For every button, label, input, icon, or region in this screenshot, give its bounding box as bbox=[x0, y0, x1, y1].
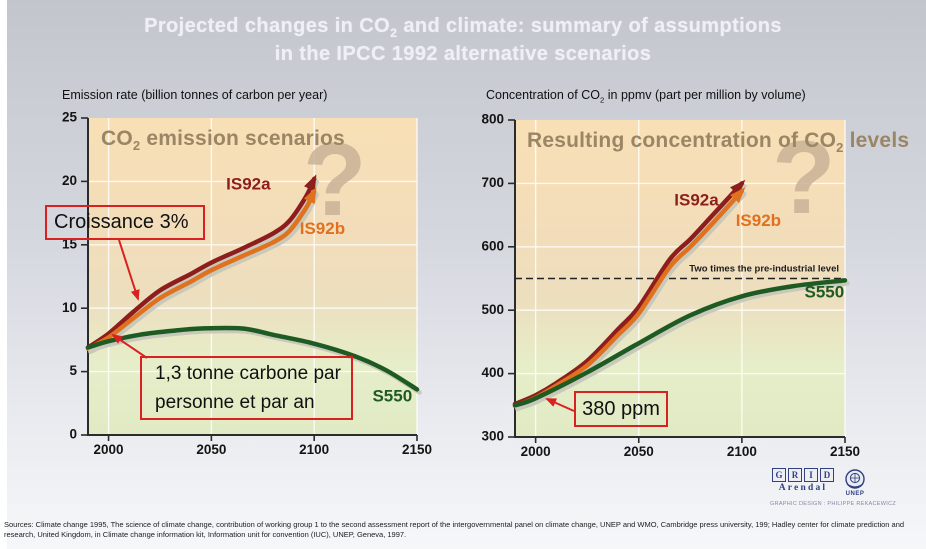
x-tick-label: 2000 bbox=[521, 444, 551, 459]
x-tick-label: 2050 bbox=[196, 442, 226, 457]
left-chart-axis-label: Emission rate (billion tonnes of carbon … bbox=[62, 88, 327, 105]
series-label-IS92b: IS92b bbox=[300, 219, 345, 238]
title-line-2: in the IPCC 1992 alternative scenarios bbox=[274, 43, 652, 65]
sources-text: Sources: Climate change 1995, The scienc… bbox=[4, 520, 905, 539]
grid-logo-letter: R bbox=[788, 468, 802, 482]
unep-emblem-icon bbox=[845, 469, 865, 489]
annotation-growth-3pct: Croissance 3% bbox=[45, 205, 205, 240]
chart-title-text: Resulting concentration of CO bbox=[527, 129, 837, 152]
axis-label-text: Emission rate (billion tonnes of carbon … bbox=[62, 88, 328, 102]
series-label-IS92a: IS92a bbox=[226, 175, 271, 194]
unep-logo-name: UNEP bbox=[845, 491, 865, 497]
series-label-IS92a: IS92a bbox=[674, 191, 719, 210]
x-tick-label: 2150 bbox=[830, 444, 860, 459]
annotation-arrow bbox=[545, 398, 575, 412]
right-chart-axis-label: Concentration of CO2 in ppmv (part per m… bbox=[486, 88, 806, 105]
grid-logo-name: Arendal bbox=[778, 483, 828, 493]
x-tick-label: 2100 bbox=[727, 444, 757, 459]
chart-title-subscript: 2 bbox=[132, 138, 141, 154]
design-credit: GRAPHIC DESIGN : PHILIPPE REKACEWICZ bbox=[770, 501, 897, 507]
y-tick-label: 5 bbox=[69, 363, 77, 378]
reference-line-label: Two times the pre-industrial level bbox=[689, 264, 839, 275]
annotation-arrow bbox=[111, 333, 148, 359]
series-label-S550: S550 bbox=[805, 283, 845, 302]
grid-logo-letter: I bbox=[804, 468, 818, 482]
y-tick-label: 20 bbox=[62, 173, 77, 188]
x-tick-label: 2150 bbox=[402, 442, 432, 457]
chart-title-text: CO bbox=[101, 127, 133, 150]
grid-logo-letter: G bbox=[772, 468, 786, 482]
chart-title-subscript: 2 bbox=[836, 140, 844, 156]
page-title: Projected changes in CO2 and climate: su… bbox=[0, 16, 926, 65]
y-tick-label: 300 bbox=[481, 429, 504, 444]
series-line-IS92a bbox=[85, 174, 317, 350]
chart-title-text: levels bbox=[843, 129, 910, 152]
y-tick-label: 15 bbox=[62, 236, 78, 251]
y-tick-label: 600 bbox=[481, 238, 504, 253]
question-mark: ? bbox=[772, 120, 836, 236]
chart-concentration: ? Two times the pre-industrial level 300 40… bbox=[481, 112, 860, 459]
series-label-S550: S550 bbox=[372, 386, 412, 405]
series-line-S550 bbox=[85, 325, 420, 392]
y-tick-label: 0 bbox=[69, 427, 77, 442]
series-line-IS92b bbox=[85, 187, 317, 352]
annotation-line: personne et par an bbox=[155, 392, 315, 413]
y-tick-label: 800 bbox=[481, 112, 504, 127]
annotation-carbon-per-person: 1,3 tonne carbone par personne et par an bbox=[140, 356, 353, 420]
x-tick-label: 2050 bbox=[624, 444, 654, 459]
grid-logo-letter: D bbox=[820, 468, 834, 482]
annotation-380ppm: 380 ppm bbox=[574, 391, 668, 427]
scan-edge bbox=[0, 0, 7, 549]
left-chart-title: CO2 emission scenarios bbox=[101, 127, 345, 153]
y-tick-label: 500 bbox=[481, 302, 504, 317]
y-tick-label: 10 bbox=[62, 300, 77, 315]
axis-label-text: in ppmv (part per million by volume) bbox=[604, 88, 806, 102]
unep-logo: UNEP bbox=[843, 468, 867, 497]
y-tick-label: 400 bbox=[481, 365, 504, 380]
title-text: and climate: summary of assumptions bbox=[397, 15, 782, 37]
chart-title-text: emission scenarios bbox=[140, 127, 345, 150]
series-shadow-IS92b bbox=[88, 192, 319, 355]
series-line-S550 bbox=[512, 278, 848, 408]
right-chart-title: Resulting concentration of CO2 levels bbox=[527, 129, 909, 155]
title-subscript: 2 bbox=[390, 26, 398, 40]
plot-area bbox=[88, 118, 417, 435]
axis-label-text: Concentration of CO bbox=[486, 88, 600, 102]
annotation-arrows bbox=[111, 239, 575, 412]
series-label-IS92b: IS92b bbox=[736, 211, 781, 230]
series-shadow-S550 bbox=[515, 281, 850, 411]
x-tick-label: 2000 bbox=[94, 442, 124, 457]
title-line-1: Projected changes in CO2 and climate: su… bbox=[0, 16, 926, 44]
annotation-arrow bbox=[118, 239, 140, 301]
x-tick-label: 2100 bbox=[299, 442, 329, 457]
y-tick-label: 25 bbox=[62, 110, 78, 125]
y-tick-label: 700 bbox=[481, 175, 504, 190]
axis-label-subscript: 2 bbox=[599, 95, 605, 105]
title-text: Projected changes in CO bbox=[144, 15, 391, 37]
annotation-line: 1,3 tonne carbone par bbox=[155, 363, 341, 384]
